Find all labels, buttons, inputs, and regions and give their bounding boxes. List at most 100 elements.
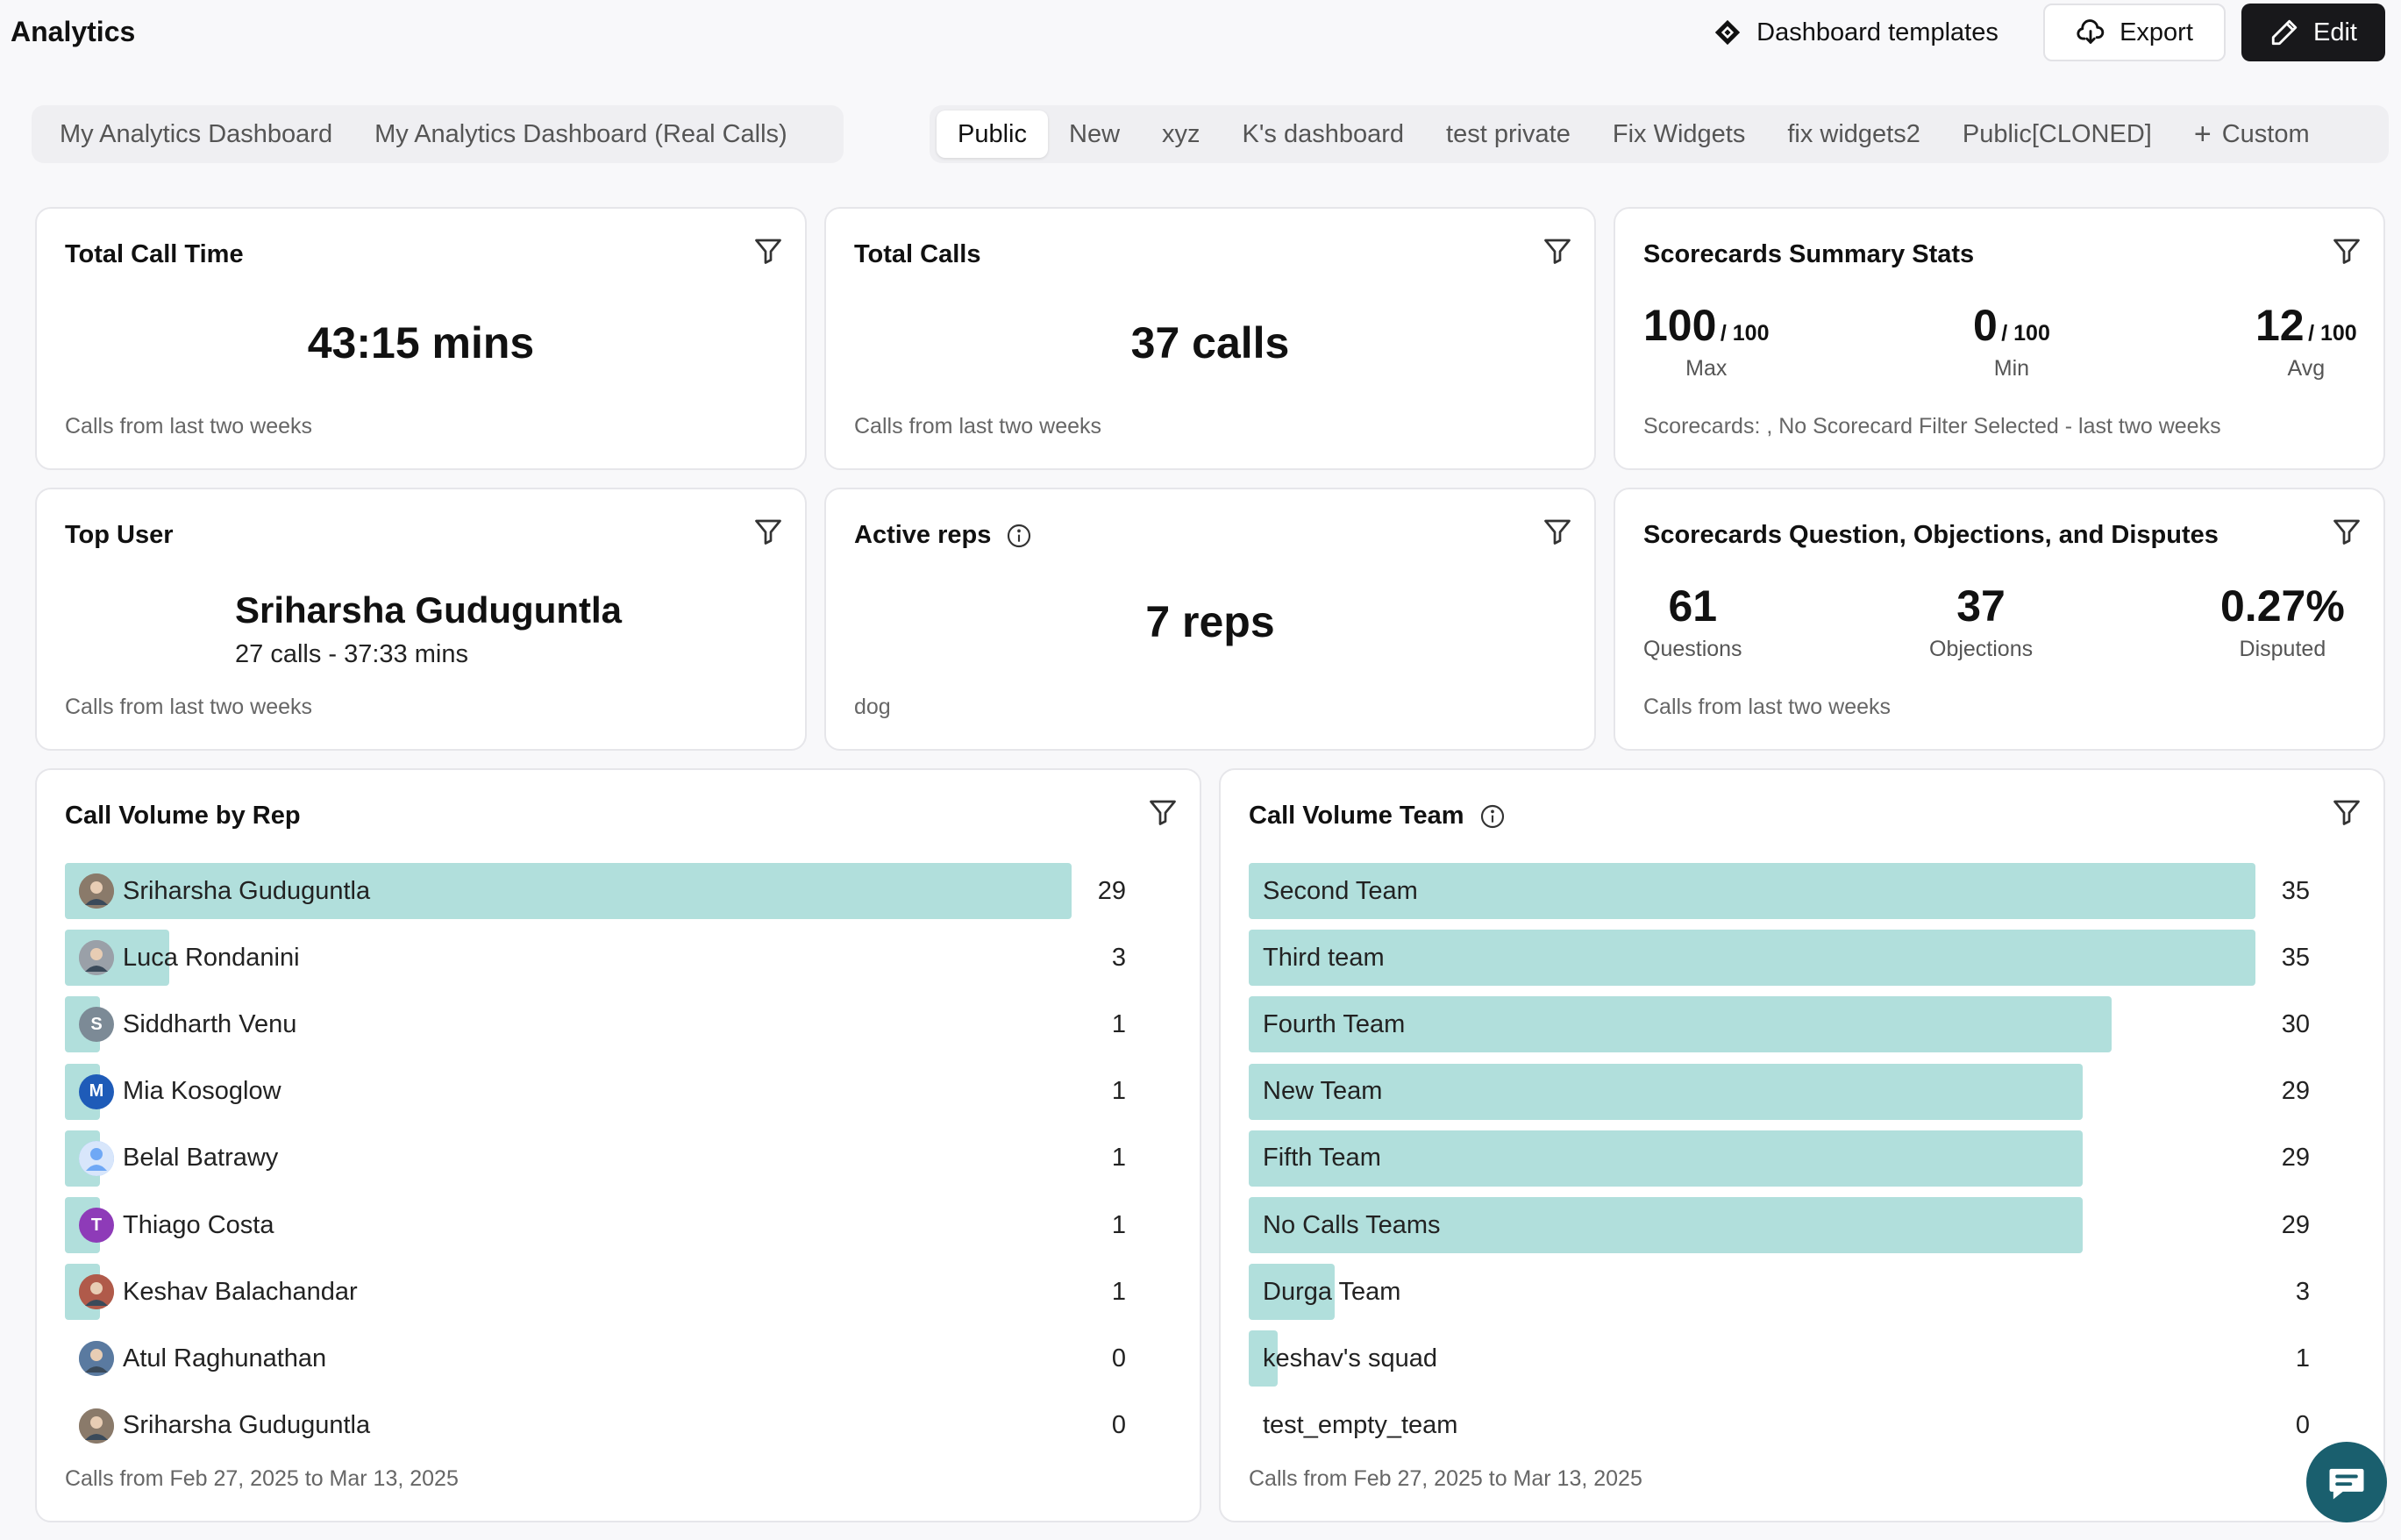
card-footnote: dog (854, 695, 891, 719)
bar (1249, 1130, 2084, 1187)
team-name: Durga Team (1263, 1277, 1401, 1306)
cloud-download-icon (2077, 19, 2105, 44)
bar-count: 3 (1111, 943, 1126, 972)
filter-icon[interactable] (2331, 516, 2362, 547)
avatar-initial: S (79, 1007, 114, 1043)
rep-row[interactable]: Sriharsha Guduguntla 29 (65, 863, 1152, 919)
edit-button[interactable]: Edit (2241, 4, 2385, 61)
card-footnote: Calls from last two weeks (65, 414, 313, 438)
stat-max: 100 / 100 Max (1643, 300, 1770, 381)
card-footnote: Calls from Feb 27, 2025 to Mar 13, 2025 (1249, 1466, 1642, 1491)
tab-xyz[interactable]: xyz (1162, 119, 1200, 148)
card-total-call-time: Total Call Time 43:15 mins Calls from la… (35, 207, 807, 470)
team-row[interactable]: No Calls Teams 29 (1249, 1197, 2336, 1253)
tab-public[interactable]: Public (937, 111, 1048, 158)
avatar (79, 1274, 114, 1310)
tab-public-cloned[interactable]: Public[CLONED] (1962, 119, 2152, 148)
card-footnote: Scorecards: , No Scorecard Filter Select… (1643, 414, 2221, 438)
bar (1249, 996, 2112, 1053)
tab-custom[interactable]: + Custom (2173, 111, 2331, 158)
card-scorecards-qod: Scorecards Question, Objections, and Dis… (1614, 488, 2385, 751)
tab-fix-widgets[interactable]: Fix Widgets (1612, 119, 1746, 148)
team-name: Fifth Team (1263, 1144, 1381, 1173)
bar-count: 35 (2281, 943, 2310, 972)
user-icon (79, 1140, 114, 1176)
rep-row[interactable]: Luca Rondanini 3 (65, 930, 1152, 987)
export-label: Export (2120, 18, 2193, 46)
header: Analytics Dashboard templates Export Edi… (0, 0, 2401, 70)
team-row[interactable]: Fourth Team 30 (1249, 996, 2336, 1053)
person-photo-icon (79, 1408, 114, 1444)
tab-fix-widgets2[interactable]: fix widgets2 (1787, 119, 1920, 148)
team-name: No Calls Teams (1263, 1210, 1441, 1239)
tab-my-analytics-dashboard[interactable]: My Analytics Dashboard (60, 119, 333, 148)
bar-label: test_empty_team (1263, 1398, 1457, 1454)
filter-icon[interactable] (1542, 235, 1573, 267)
filter-icon[interactable] (752, 516, 784, 547)
filter-icon[interactable] (1542, 516, 1573, 547)
bar-count: 29 (1097, 876, 1126, 905)
dashboard-templates-label: Dashboard templates (1756, 18, 1998, 46)
bar-label: S Siddharth Venu (79, 996, 296, 1052)
card-title-wrap: Call Volume Team (1249, 802, 1507, 831)
tab-ks-dashboard[interactable]: K's dashboard (1242, 119, 1405, 148)
filter-icon[interactable] (1147, 796, 1179, 828)
team-name: test_empty_team (1263, 1411, 1458, 1440)
stat-disputed: 0.27% Disputed (2220, 581, 2345, 662)
total-call-time-value: 43:15 mins (307, 318, 535, 367)
total-calls-value: 37 calls (1130, 318, 1290, 367)
card-title: Scorecards Question, Objections, and Dis… (1643, 521, 2219, 549)
info-icon[interactable] (1005, 522, 1033, 550)
tab-test-private[interactable]: test private (1446, 119, 1571, 148)
team-name: Third team (1263, 943, 1385, 972)
card-footnote: Calls from Feb 27, 2025 to Mar 13, 2025 (65, 1466, 459, 1491)
team-row[interactable]: Second Team 35 (1249, 863, 2336, 919)
bar (1249, 1330, 1278, 1387)
team-row[interactable]: test_empty_team 0 (1249, 1398, 2336, 1454)
filter-icon[interactable] (2331, 235, 2362, 267)
tab-new[interactable]: New (1069, 119, 1121, 148)
bar-label: Fourth Team (1263, 996, 1405, 1052)
bar-count: 3 (2295, 1277, 2310, 1306)
card-footnote: Calls from last two weeks (1643, 695, 1892, 719)
bar-count: 0 (1111, 1344, 1126, 1372)
filter-icon[interactable] (752, 235, 784, 267)
rep-row[interactable]: Atul Raghunathan 0 (65, 1330, 1152, 1387)
rep-row[interactable]: Keshav Balachandar 1 (65, 1264, 1152, 1321)
stat-avg: 12 / 100 Avg (2255, 300, 2357, 381)
bar-label: Keshav Balachandar (79, 1264, 358, 1320)
team-row[interactable]: Durga Team 3 (1249, 1264, 2336, 1321)
dashboard-templates-button[interactable]: Dashboard templates (1701, 4, 2010, 61)
filter-icon[interactable] (2331, 796, 2362, 828)
rep-name: Sriharsha Guduguntla (123, 876, 371, 905)
export-button[interactable]: Export (2043, 4, 2226, 61)
bar-count: 1 (1111, 1077, 1126, 1106)
bar (1249, 1197, 2084, 1253)
rep-row[interactable]: S Siddharth Venu 1 (65, 996, 1152, 1053)
card-title-wrap: Active reps (854, 521, 1033, 550)
info-icon[interactable] (1478, 802, 1507, 831)
pencil-icon (2271, 19, 2298, 46)
team-row[interactable]: Fifth Team 29 (1249, 1130, 2336, 1187)
stat-denominator: / 100 (2001, 321, 2050, 346)
bar-label: T Thiago Costa (79, 1197, 274, 1253)
card-title: Scorecards Summary Stats (1643, 240, 1975, 268)
bar (1249, 1264, 1336, 1321)
card-call-volume-rep: Call Volume by Rep Sriharsha Guduguntla 2… (35, 768, 1201, 1522)
tab-my-analytics-dashboard-real-calls[interactable]: My Analytics Dashboard (Real Calls) (374, 119, 787, 148)
team-row[interactable]: New Team 29 (1249, 1063, 2336, 1120)
bar (1249, 930, 2255, 987)
bar-label: New Team (1263, 1064, 1382, 1120)
edit-label: Edit (2313, 18, 2357, 46)
stat-label: Max (1685, 356, 1728, 381)
stat-value: 0.27% (2220, 581, 2345, 631)
rep-row[interactable]: T Thiago Costa 1 (65, 1197, 1152, 1253)
card-title: Active reps (854, 521, 992, 549)
team-row[interactable]: keshav's squad 1 (1249, 1330, 2336, 1387)
team-row[interactable]: Third team 35 (1249, 930, 2336, 987)
rep-row[interactable]: Sriharsha Guduguntla 0 (65, 1398, 1152, 1454)
rep-row[interactable]: Belal Batrawy 1 (65, 1130, 1152, 1187)
bar (1249, 1063, 2084, 1120)
chat-support-button[interactable] (2306, 1442, 2387, 1522)
rep-row[interactable]: M Mia Kosoglow 1 (65, 1063, 1152, 1120)
